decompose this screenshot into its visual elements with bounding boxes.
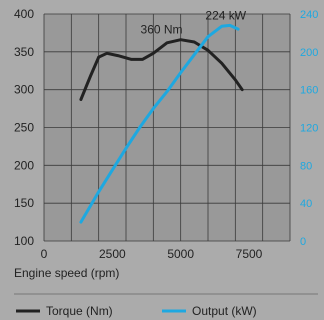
x-tick-label: 5000	[167, 247, 194, 261]
y-tick-label: 300	[14, 83, 34, 97]
y2-tick-label: 40	[300, 198, 312, 210]
x-tick-label: 7500	[236, 247, 263, 261]
y-tick-label: 200	[14, 158, 34, 172]
peak-torque-label: 360 Nm	[141, 23, 183, 37]
peak-output-label: 224 kW	[205, 8, 246, 22]
y2-tick-label: 0	[300, 236, 306, 248]
y2-tick-label: 240	[300, 9, 318, 21]
x-tick-label: 2500	[99, 247, 126, 261]
legend: Torque (Nm) Output (kW)	[16, 304, 257, 318]
y2-tick-label: 120	[300, 123, 318, 135]
y-tick-label: 350	[14, 45, 34, 59]
y2-tick-label: 160	[300, 85, 318, 97]
y-tick-label: 400	[14, 7, 34, 21]
x-tick-label: 0	[41, 247, 48, 261]
y2-tick-label: 80	[300, 160, 312, 172]
y-tick-label: 100	[14, 234, 34, 248]
y-tick-label: 250	[14, 121, 34, 135]
legend-label: Output (kW)	[192, 304, 257, 318]
y-tick-label: 150	[14, 196, 34, 210]
x-axis-label: Engine speed (rpm)	[14, 266, 119, 280]
legend-label: Torque (Nm)	[46, 304, 113, 318]
y2-tick-label: 200	[300, 47, 318, 59]
